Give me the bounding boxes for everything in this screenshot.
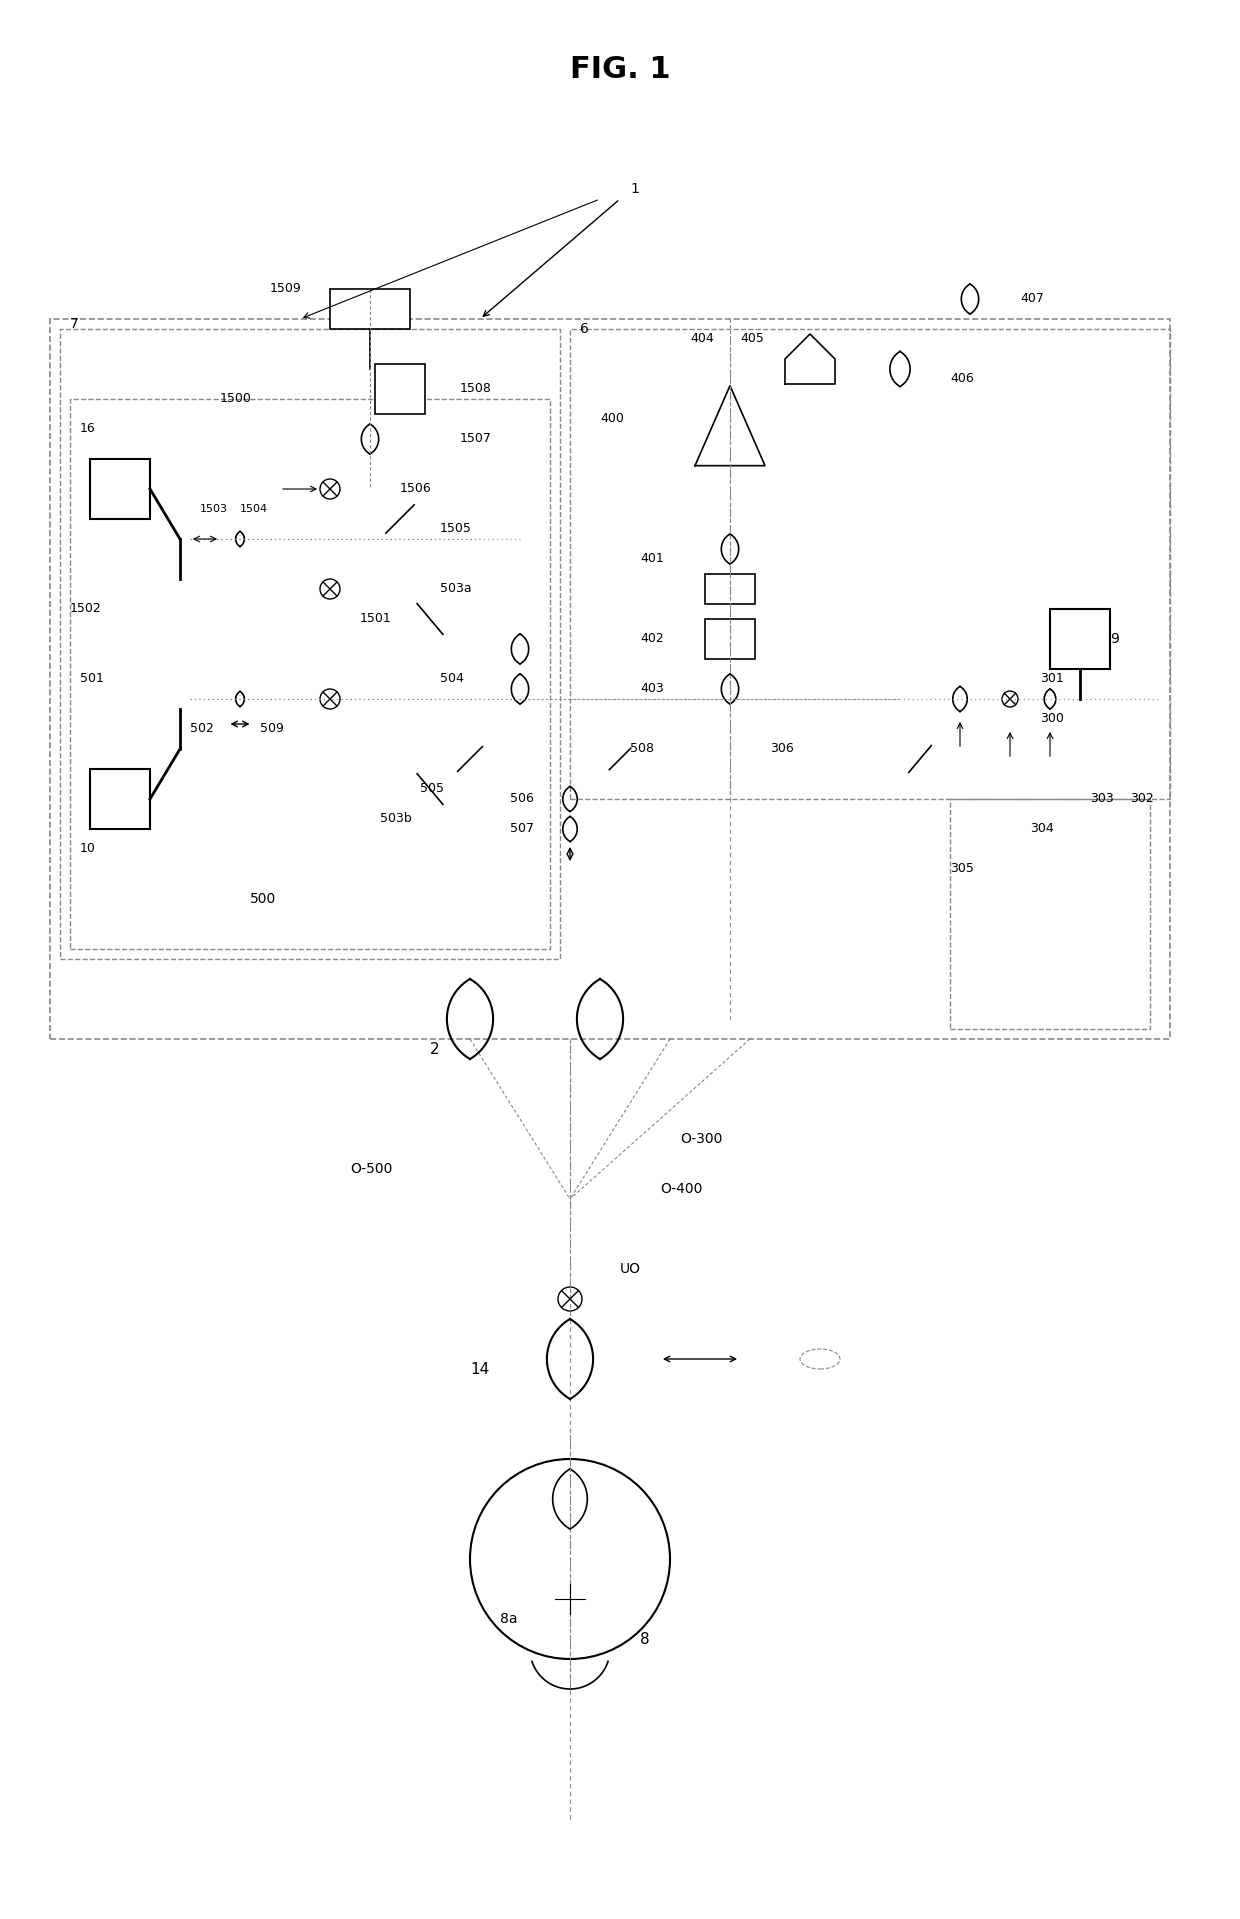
Text: 300: 300 <box>1040 712 1064 725</box>
Text: 509: 509 <box>260 722 284 735</box>
Text: 1508: 1508 <box>460 382 492 395</box>
Text: 503a: 503a <box>440 583 471 595</box>
Text: 406: 406 <box>950 372 973 386</box>
Text: 2: 2 <box>430 1042 440 1057</box>
Text: 1505: 1505 <box>440 522 472 535</box>
Text: 407: 407 <box>1021 292 1044 305</box>
Text: 400: 400 <box>600 413 624 426</box>
Text: 403: 403 <box>640 683 663 695</box>
Text: 301: 301 <box>1040 672 1064 685</box>
Text: 505: 505 <box>420 783 444 796</box>
Text: 7: 7 <box>69 317 79 330</box>
Bar <box>50 319 1171 1038</box>
Text: 302: 302 <box>1130 793 1153 806</box>
Text: 303: 303 <box>1090 793 1114 806</box>
Text: 14: 14 <box>470 1361 490 1376</box>
Text: 1: 1 <box>630 182 639 196</box>
Bar <box>91 770 150 829</box>
Text: O-400: O-400 <box>660 1182 702 1196</box>
Text: 1501: 1501 <box>360 612 392 626</box>
Bar <box>950 798 1149 1029</box>
Text: 10: 10 <box>81 842 95 856</box>
Text: 1502: 1502 <box>69 603 102 616</box>
Text: O-500: O-500 <box>350 1163 392 1176</box>
Text: 401: 401 <box>640 553 663 566</box>
Text: 402: 402 <box>640 633 663 645</box>
Text: 304: 304 <box>1030 823 1054 835</box>
Text: 16: 16 <box>81 422 95 436</box>
Text: UO: UO <box>620 1263 641 1276</box>
Text: FIG. 1: FIG. 1 <box>569 54 671 84</box>
Bar <box>570 328 1171 798</box>
Text: 1506: 1506 <box>401 482 432 495</box>
Bar <box>374 365 425 415</box>
Text: 1509: 1509 <box>270 282 301 296</box>
Text: 9: 9 <box>1110 631 1118 647</box>
Text: 405: 405 <box>740 332 764 345</box>
Text: 8: 8 <box>640 1631 650 1647</box>
Text: O-300: O-300 <box>680 1132 723 1146</box>
Text: 506: 506 <box>510 793 534 806</box>
Bar <box>1050 608 1110 670</box>
Text: 503b: 503b <box>379 812 412 825</box>
Text: 508: 508 <box>630 743 653 756</box>
Text: 1507: 1507 <box>460 432 492 445</box>
Text: 1504: 1504 <box>241 505 268 514</box>
Text: 6: 6 <box>580 322 589 336</box>
Bar <box>330 290 410 328</box>
Text: 502: 502 <box>190 722 213 735</box>
Text: 1503: 1503 <box>200 505 228 514</box>
Text: 305: 305 <box>950 862 973 875</box>
Bar <box>706 620 755 658</box>
Text: 501: 501 <box>81 672 104 685</box>
Text: 8a: 8a <box>500 1612 517 1625</box>
Text: 507: 507 <box>510 823 534 835</box>
Text: 500: 500 <box>250 892 277 906</box>
Bar <box>706 574 755 604</box>
Bar <box>91 459 150 518</box>
Text: 306: 306 <box>770 743 794 756</box>
Bar <box>60 328 560 959</box>
Text: 404: 404 <box>689 332 714 345</box>
Bar <box>69 399 551 950</box>
Text: 1500: 1500 <box>219 393 252 405</box>
Text: 504: 504 <box>440 672 464 685</box>
